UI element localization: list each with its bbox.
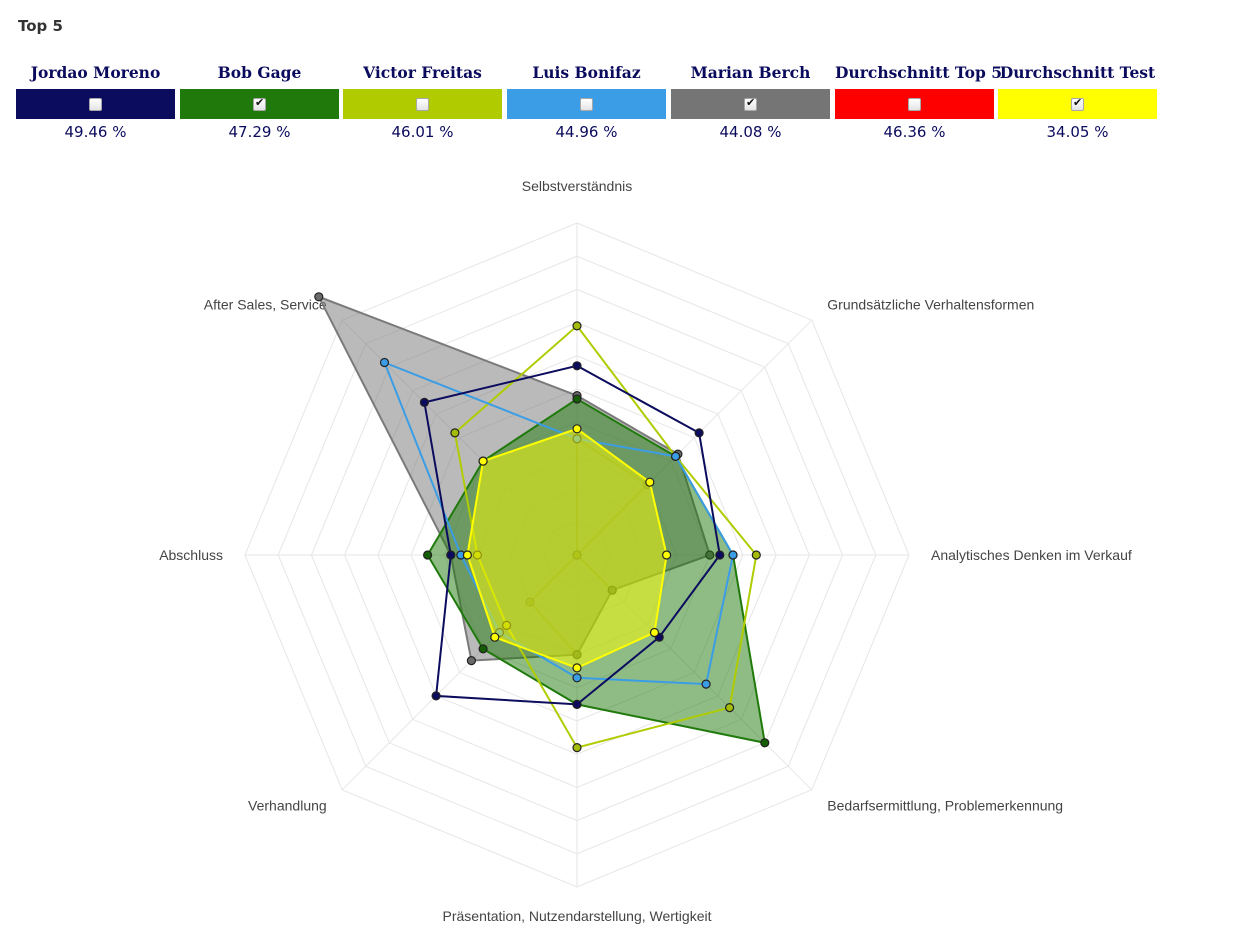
legend-name: Jordao Moreno	[30, 63, 161, 82]
legend-name: Victor Freitas	[363, 63, 482, 82]
data-point-victor-freitas	[450, 428, 460, 438]
legend-name: Luis Bonifaz	[532, 63, 641, 82]
legend-checkbox[interactable]	[89, 97, 102, 111]
data-point-luis-bonifaz	[572, 673, 582, 683]
data-point-durchschnitt-test	[478, 456, 488, 466]
legend-item-luis-bonifaz: Luis Bonifaz 44.96 %	[507, 62, 666, 142]
data-point-durchschnitt-test	[649, 627, 660, 638]
legend-item-bob-gage: Bob Gage 47.29 %	[180, 62, 339, 142]
legend-percent: 46.01 %	[391, 123, 454, 141]
legend-name: Durchschnitt Test	[999, 63, 1156, 82]
data-point-jordao-moreno	[446, 550, 456, 560]
data-point-bob-gage	[572, 394, 582, 404]
legend-checkbox[interactable]	[1071, 96, 1084, 111]
legend-checkbox[interactable]	[908, 97, 921, 111]
data-point-victor-freitas	[572, 321, 582, 331]
legend-checkbox[interactable]	[416, 97, 429, 111]
legend-percent: 44.08 %	[719, 123, 782, 141]
legend: Jordao Moreno 49.46 % Bob Gage 47.29 % Victo…	[16, 62, 1176, 142]
data-point-victor-freitas	[572, 742, 582, 753]
data-point-jordao-moreno	[694, 428, 704, 438]
legend-percent: 44.96 %	[555, 123, 618, 141]
axis-label: Präsentation, Nutzendarstellung, Wertigk…	[443, 908, 712, 924]
data-point-bob-gage	[423, 550, 433, 560]
axis-label: Selbstverständnis	[522, 178, 633, 194]
legend-toggle-durchschnitt-top-5[interactable]	[835, 89, 994, 119]
page-title: Top 5	[18, 17, 63, 35]
data-point-bob-gage	[478, 644, 488, 654]
data-point-marian-berch	[466, 655, 476, 666]
axis-label: Abschluss	[159, 547, 223, 563]
legend-toggle-durchschnitt-test[interactable]	[998, 89, 1157, 119]
legend-toggle-jordao-moreno[interactable]	[16, 89, 175, 119]
data-point-durchschnitt-test	[572, 663, 582, 673]
series-durchschnitt-test	[462, 424, 672, 673]
data-point-bob-gage	[760, 738, 770, 748]
series-jordao-moreno	[419, 361, 725, 710]
legend-item-durchschnitt-top-5: Durchschnitt Top 5 46.36 %	[835, 62, 1003, 142]
data-point-durchschnitt-test	[572, 424, 582, 434]
data-point-victor-freitas	[751, 550, 761, 560]
data-point-luis-bonifaz	[379, 357, 390, 368]
axis-label: Bedarfsermittlung, Problemerkennung	[827, 797, 1063, 813]
axis-label: Verhandlung	[248, 797, 327, 813]
legend-name: Durchschnitt Top 5	[835, 63, 1003, 82]
data-point-durchschnitt-test	[645, 477, 655, 487]
data-point-jordao-moreno	[715, 550, 725, 560]
legend-toggle-marian-berch[interactable]	[671, 89, 830, 119]
legend-name: Bob Gage	[217, 63, 302, 82]
legend-item-victor-freitas: Victor Freitas 46.01 %	[343, 62, 502, 142]
legend-item-jordao-moreno: Jordao Moreno 49.46 %	[16, 62, 175, 142]
legend-percent: 49.46 %	[64, 123, 127, 141]
legend-checkbox[interactable]	[744, 96, 757, 111]
data-point-luis-bonifaz	[728, 550, 738, 560]
data-point-jordao-moreno	[419, 397, 429, 407]
data-point-jordao-moreno	[572, 361, 582, 371]
data-point-victor-freitas	[724, 702, 735, 713]
data-point-durchschnitt-test	[462, 550, 472, 560]
data-point-marian-berch	[314, 292, 324, 302]
data-point-luis-bonifaz	[701, 679, 711, 689]
legend-percent: 47.29 %	[228, 123, 291, 141]
legend-toggle-luis-bonifaz[interactable]	[507, 89, 666, 119]
data-point-durchschnitt-test	[661, 550, 672, 560]
data-point-jordao-moreno	[572, 699, 582, 710]
legend-item-durchschnitt-test: Durchschnitt Test 34.05 %	[998, 62, 1157, 142]
legend-checkbox[interactable]	[580, 97, 593, 111]
legend-item-marian-berch: Marian Berch 44.08 %	[671, 62, 830, 142]
axis-label: Analytisches Denken im Verkauf	[931, 547, 1132, 563]
data-point-jordao-moreno	[431, 691, 441, 701]
axis-label: Grundsätzliche Verhaltensformen	[827, 297, 1034, 313]
legend-toggle-bob-gage[interactable]	[180, 89, 339, 119]
legend-checkbox[interactable]	[253, 96, 266, 111]
legend-name: Marian Berch	[690, 63, 811, 82]
legend-percent: 46.36 %	[883, 123, 946, 141]
legend-percent: 34.05 %	[1046, 123, 1109, 141]
data-point-luis-bonifaz	[670, 451, 681, 461]
axis-label: After Sales, Service	[204, 297, 327, 313]
data-point-durchschnitt-test	[490, 632, 500, 642]
legend-toggle-victor-freitas[interactable]	[343, 89, 502, 119]
